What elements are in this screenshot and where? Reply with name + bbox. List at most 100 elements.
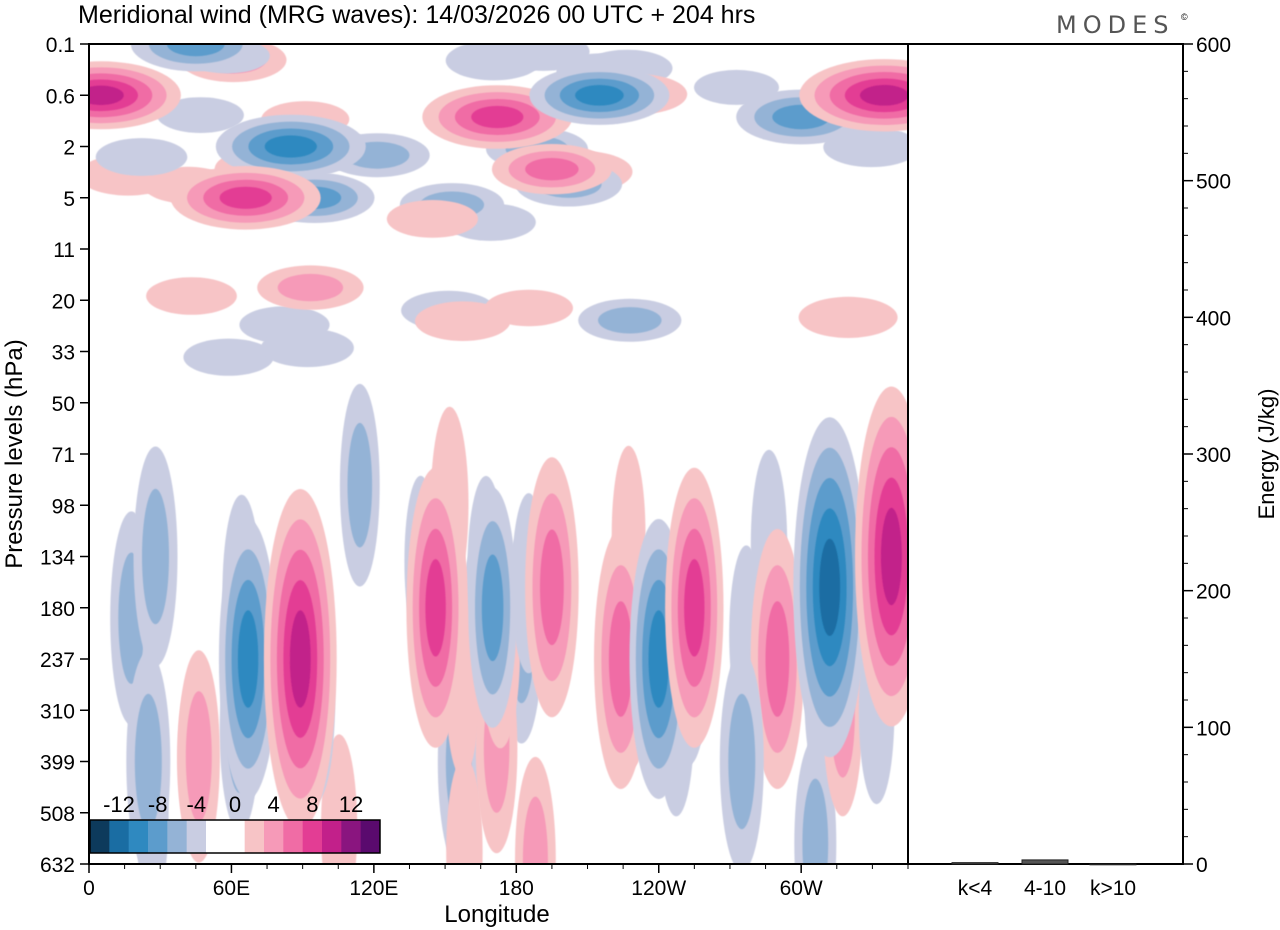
contour-cell-f0-5 — [89, 85, 124, 105]
colorbar-legend: -12 -8 -4 0 4 8 12 — [89, 792, 381, 854]
colorbar-swatch-10 — [283, 820, 304, 853]
colorbar-label: 4 — [268, 792, 280, 817]
colorbar-label: 8 — [306, 792, 318, 817]
energy-tick-label: 500 — [1196, 171, 1231, 194]
contour-cell-f1-3 — [166, 44, 225, 57]
colorbar-swatch-8 — [244, 820, 265, 853]
y-tick-label: 399 — [40, 752, 75, 775]
x-axis-title: Longitude — [444, 901, 549, 928]
contour-cell-f18-3 — [765, 601, 790, 717]
colorbar-swatch-12 — [322, 820, 342, 853]
x-tick-label: 120E — [349, 877, 398, 900]
contour-cell-bg18-2 — [277, 273, 344, 302]
colorbar-swatch-13 — [341, 820, 362, 853]
contour-cell-f6-3 — [525, 158, 579, 181]
colorbar-swatch-1 — [109, 820, 130, 853]
y-tick-label: 0.1 — [46, 34, 75, 57]
contour-cell-f11-5 — [289, 610, 311, 708]
colorbar-swatch-0 — [90, 820, 110, 853]
contour-cell-bg22-1 — [260, 328, 354, 368]
chart-title: Meridional wind (MRG waves): 14/03/2026 … — [78, 1, 755, 29]
contour-cell-f7-4 — [575, 85, 624, 106]
colorbar-swatch-11 — [302, 820, 323, 853]
y-tick-label: 71 — [52, 444, 75, 467]
contour-cell-bg32-1 — [694, 69, 779, 105]
energy-bar-1 — [1021, 859, 1069, 865]
y-tick-label: 632 — [40, 854, 75, 877]
energy-category-label: k>10 — [1090, 877, 1136, 900]
colorbar-swatch-4 — [167, 820, 188, 853]
colorbar-label: 0 — [229, 792, 241, 817]
colorbar-swatch-9 — [264, 820, 284, 853]
contour-cell-bg8-1 — [183, 338, 274, 376]
contour-cell-bg65-2 — [185, 691, 212, 822]
contour-cell-f20-5 — [881, 507, 902, 606]
contour-cell-f16-4 — [648, 610, 669, 708]
y-tick-label: 180 — [40, 598, 75, 621]
brand-mark: © — [1181, 12, 1188, 22]
energy-tick-label: 100 — [1196, 717, 1231, 740]
contour-cell-bg7-1 — [386, 200, 478, 238]
contour-cell-bg25-1 — [146, 277, 237, 315]
x-tick-label: 180 — [499, 877, 534, 900]
y-tick-label: 508 — [40, 803, 75, 826]
energy-axis-title: Energy (J/kg) — [1254, 389, 1279, 520]
contour-cell-f21-2 — [142, 488, 169, 625]
y-tick-label: 50 — [52, 393, 75, 416]
contour-cell-bg42-1 — [446, 757, 483, 864]
contour-cell-f4-4 — [219, 186, 272, 209]
contour-cell-bg57-2 — [347, 422, 373, 548]
axis-labels: 0.1 0.6 2 5 11 20 33 50 71 98 134 180 237 310 399 508 63… — [40, 34, 1231, 900]
contour-cell-f19-5 — [819, 538, 841, 636]
contour-cell-bg29-1 — [484, 289, 573, 327]
colorbar-swatch-5 — [186, 820, 207, 853]
energy-tick-label: 400 — [1196, 307, 1231, 330]
energy-tick-label: 600 — [1196, 34, 1231, 57]
contour-cell-bg63-2 — [802, 778, 829, 864]
y-axis-title: Pressure levels (hPa) — [1, 339, 28, 568]
energy-tick-label: 200 — [1196, 581, 1231, 604]
contour-cell-f5-4 — [471, 105, 524, 129]
y-tick-label: 2 — [63, 137, 75, 160]
colorbar-label: 12 — [339, 792, 363, 817]
y-tick-label: 33 — [52, 342, 75, 365]
contour-cell-f14-3 — [540, 529, 564, 646]
contour-cell-f9-5 — [860, 85, 908, 106]
x-tick-label: 120W — [631, 877, 686, 900]
energy-category-label: 4-10 — [1024, 877, 1066, 900]
y-tick-label: 310 — [40, 700, 75, 723]
contour-cell-f12-4 — [425, 559, 446, 657]
y-tick-label: 98 — [52, 495, 75, 518]
energy-category-label: k<4 — [958, 877, 993, 900]
y-tick-label: 20 — [52, 290, 75, 313]
energy-bar-2 — [1089, 863, 1137, 866]
contour-cell-f15-3 — [608, 601, 633, 717]
colorbar-label: -4 — [187, 792, 207, 817]
colorbar-swatch-7 — [225, 820, 246, 853]
energy-bars — [951, 859, 1137, 866]
x-tick-label: 0 — [83, 877, 95, 900]
x-tick-label: 60W — [780, 877, 823, 900]
colorbar-swatch-3 — [148, 820, 168, 853]
y-tick-label: 0.6 — [46, 85, 75, 108]
y-tick-label: 11 — [53, 239, 75, 262]
colorbar-swatch-2 — [128, 820, 149, 853]
contour-cell-bg13-1 — [156, 97, 244, 133]
x-tick-label: 60E — [213, 877, 250, 900]
contour-cell-bg31-1 — [95, 138, 188, 176]
contour-cell-f22-2 — [134, 693, 162, 830]
contour-cell-f10-4 — [237, 610, 259, 708]
colorbar-label: -12 — [103, 792, 135, 817]
contour-cell-f2-4 — [264, 135, 317, 158]
energy-tick-label: 0 — [1196, 854, 1208, 877]
energy-bar-0 — [951, 862, 999, 865]
colorbar-swatch-14 — [360, 820, 381, 853]
colorbar-swatch-6 — [206, 820, 226, 853]
contour-cell-f23-2 — [728, 693, 756, 830]
contour-cell-bg19-1 — [798, 296, 898, 338]
contour-cell-bg27-2 — [598, 307, 662, 334]
contour-cell-bg44-2 — [522, 796, 548, 864]
y-tick-label: 237 — [40, 649, 75, 672]
contour-cell-bg30-1 — [445, 44, 542, 81]
